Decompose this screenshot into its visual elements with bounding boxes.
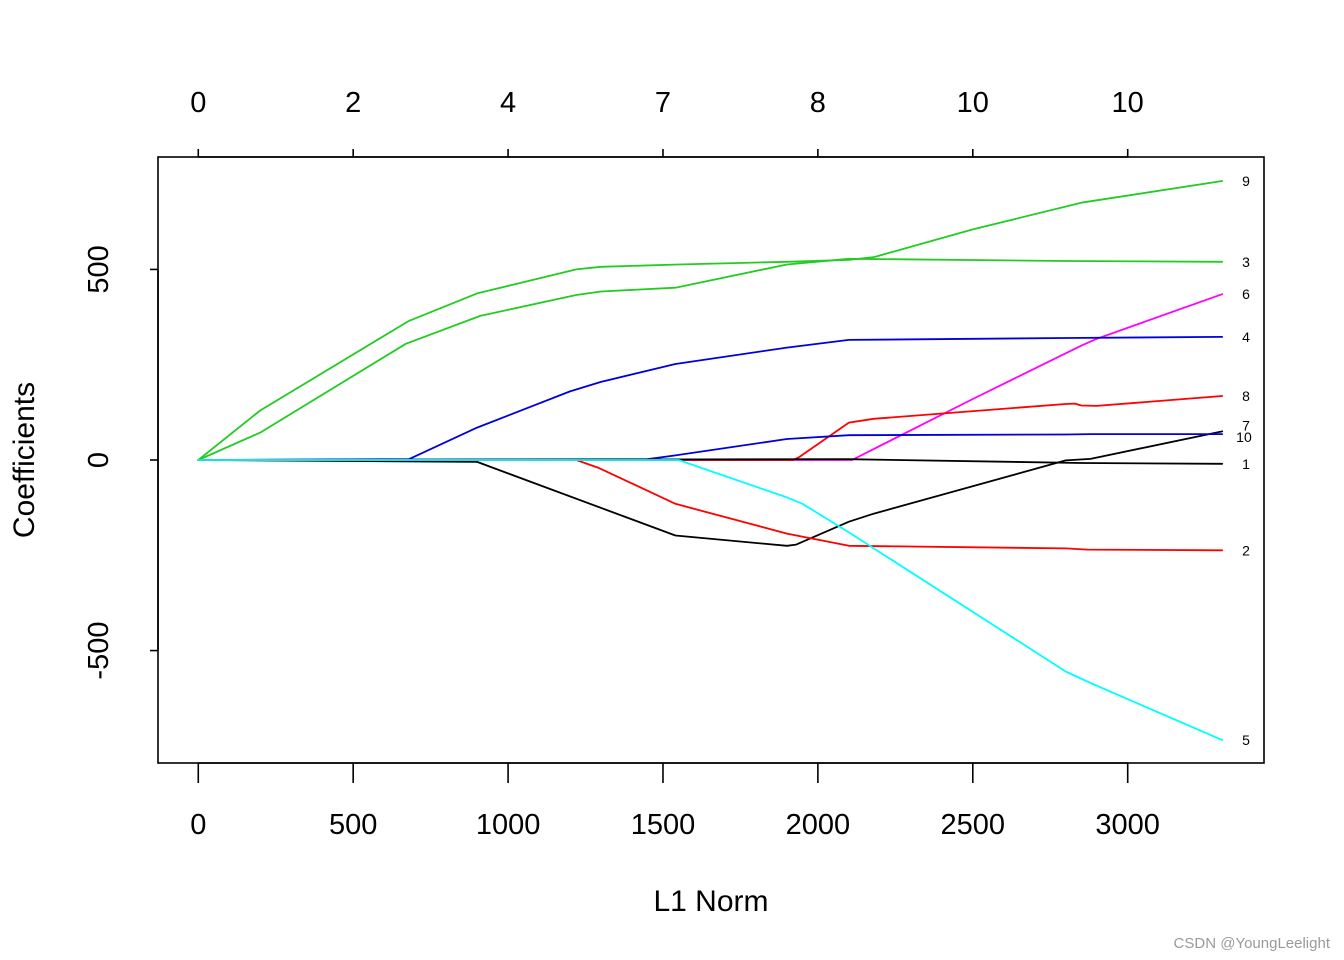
- top-tick-label: 10: [957, 87, 989, 119]
- series-line-5: [197, 459, 1224, 741]
- series-line-3: [197, 257, 1224, 461]
- y-tick-label: 500: [83, 245, 115, 293]
- y-tick-label: 0: [83, 452, 115, 468]
- y-axis-title: Coefficients: [8, 382, 41, 538]
- top-tick-label: 2: [345, 87, 361, 119]
- top-tick-label: 7: [655, 87, 671, 119]
- top-tick-label: 10: [1112, 87, 1144, 119]
- x-tick-label: 1000: [476, 809, 541, 841]
- series-end-label: 2: [1242, 542, 1250, 558]
- series-line-4: [197, 335, 1224, 461]
- series-end-label: 3: [1242, 254, 1250, 270]
- watermark: CSDN @YoungLeelight: [1173, 935, 1330, 952]
- series-line-10: [197, 433, 1224, 461]
- top-tick-label: 8: [810, 87, 826, 119]
- series-end-label: 7: [1242, 417, 1250, 433]
- x-tick-label: 2000: [786, 809, 851, 841]
- series-end-label: 1: [1242, 456, 1250, 472]
- x-tick-label: 500: [329, 809, 377, 841]
- series-end-label: 8: [1242, 388, 1250, 404]
- x-tick-label: 0: [190, 809, 206, 841]
- series-layer: 9 3 6 4 8 710 1 2 5: [197, 173, 1252, 748]
- y-tick-label: -500: [83, 622, 115, 680]
- series-end-label: 4: [1242, 329, 1250, 345]
- x-tick-label: 3000: [1095, 809, 1160, 841]
- series-end-label: 10: [1236, 429, 1252, 445]
- series-end-label: 9: [1242, 173, 1250, 189]
- top-tick-label: 4: [500, 87, 516, 119]
- axis-layer: 0 500 1000 1500 2000 2500 3000 0 2 4 7 8 10 10 -500 0 50…: [83, 87, 1160, 841]
- x-tick-label: 2500: [941, 809, 1006, 841]
- series-line-7: [197, 430, 1224, 547]
- series-end-label: 5: [1242, 732, 1250, 748]
- series-line-2: [197, 459, 1224, 552]
- series-line-9: [197, 180, 1224, 461]
- series-end-label: 6: [1242, 286, 1250, 302]
- x-axis-title: L1 Norm: [653, 885, 768, 918]
- top-tick-label: 0: [190, 87, 206, 119]
- x-tick-label: 1500: [631, 809, 696, 841]
